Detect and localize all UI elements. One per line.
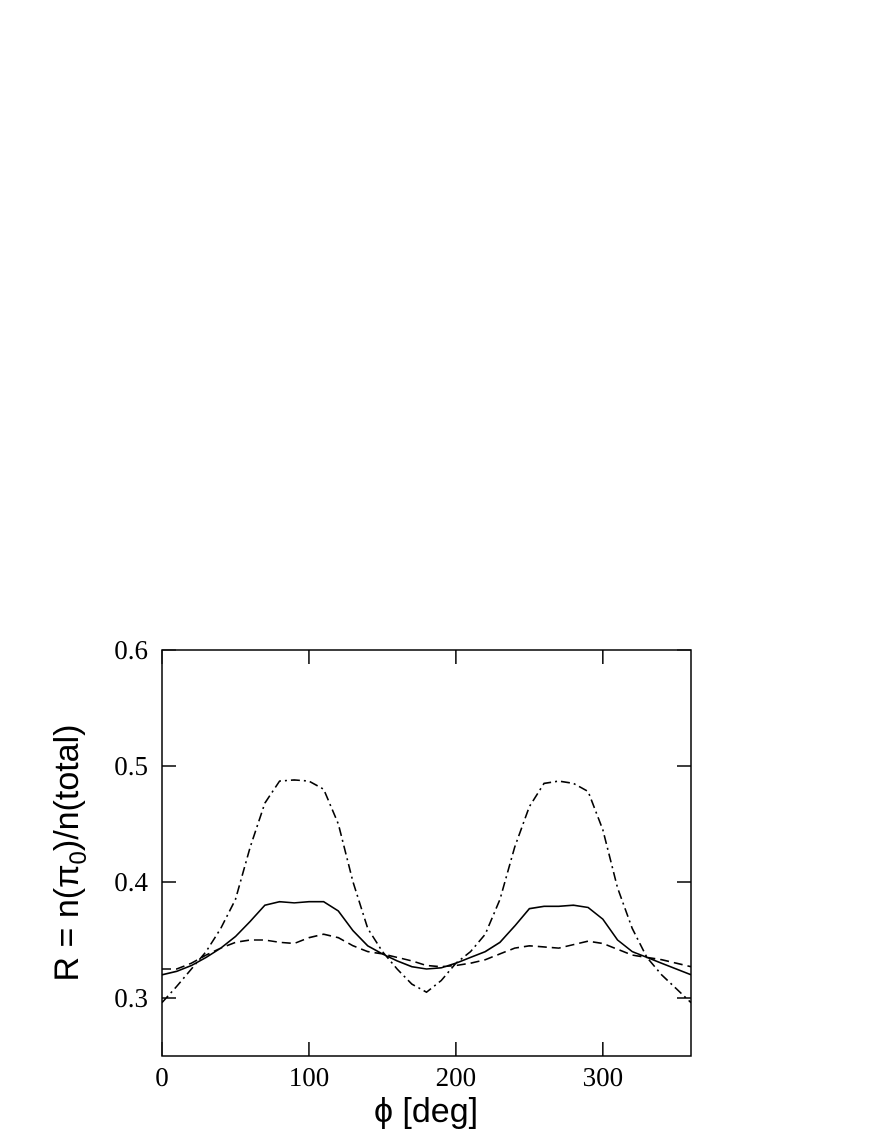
plot-frame: [161, 649, 692, 1057]
x-tick-label: 0: [155, 1062, 169, 1092]
y-label-part: )/n(total): [48, 725, 86, 852]
y-label-part: R = n(π: [48, 864, 86, 981]
series-line: [162, 933, 692, 970]
series-line: [161, 779, 692, 1004]
y-tick-label: 0.4: [114, 867, 148, 897]
y-tick-label: 0.6: [114, 635, 148, 665]
x-axis-label: ϕ [deg]: [374, 1092, 478, 1130]
y-tick-label: 0.3: [114, 983, 148, 1013]
y-tick-label: 0.5: [114, 751, 148, 781]
series-line: [161, 900, 692, 976]
x-tick-label: 200: [436, 1062, 477, 1092]
x-tick-label: 300: [583, 1062, 624, 1092]
x-tick-label: 100: [289, 1062, 330, 1092]
y-axis-label: R = n(π0)/n(total): [48, 725, 92, 982]
y-label-subscript: 0: [65, 851, 92, 864]
